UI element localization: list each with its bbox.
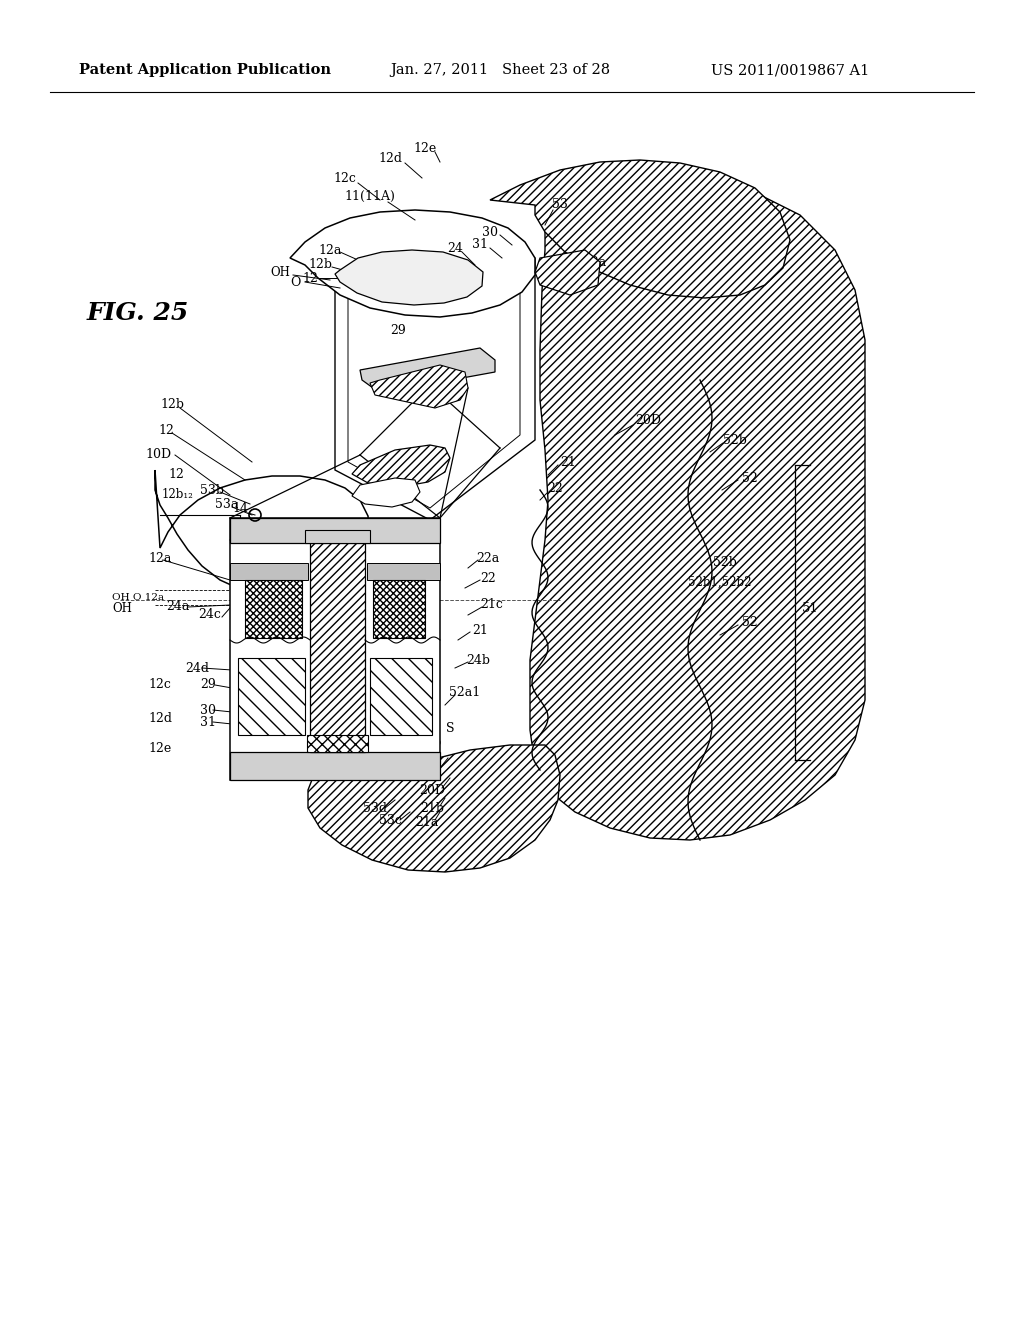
Text: 53: 53 <box>552 198 568 211</box>
Text: Patent Application Publication: Patent Application Publication <box>79 63 331 77</box>
Text: 23: 23 <box>422 363 438 376</box>
Text: 12c: 12c <box>148 678 171 692</box>
Text: 24c: 24c <box>199 609 221 622</box>
Polygon shape <box>360 348 495 393</box>
Text: 25a: 25a <box>356 521 380 535</box>
Polygon shape <box>155 470 370 595</box>
Text: 5: 5 <box>434 735 441 748</box>
Polygon shape <box>290 210 535 317</box>
Text: 12: 12 <box>168 469 184 482</box>
Text: 52b: 52b <box>723 433 746 446</box>
Text: 24a: 24a <box>166 601 189 614</box>
Text: 12b: 12b <box>160 399 184 412</box>
Text: OH O 12a: OH O 12a <box>112 594 164 602</box>
Text: 12b: 12b <box>308 259 332 272</box>
Polygon shape <box>352 478 420 507</box>
Polygon shape <box>535 249 600 294</box>
Text: 31: 31 <box>200 715 216 729</box>
Text: 52: 52 <box>742 615 758 628</box>
Text: 21c: 21c <box>480 598 504 611</box>
Text: 22: 22 <box>547 482 563 495</box>
Polygon shape <box>230 752 440 780</box>
Text: 11(11A): 11(11A) <box>344 190 395 202</box>
Text: 14: 14 <box>232 502 248 515</box>
Polygon shape <box>238 657 305 735</box>
Polygon shape <box>305 531 370 543</box>
Polygon shape <box>490 160 790 298</box>
Polygon shape <box>310 543 365 752</box>
Text: OH: OH <box>112 602 132 615</box>
Polygon shape <box>335 249 483 305</box>
Polygon shape <box>230 564 308 579</box>
Text: 24b: 24b <box>466 653 490 667</box>
Text: S: S <box>445 722 455 734</box>
Text: 12a: 12a <box>318 243 342 256</box>
Text: 22: 22 <box>480 572 496 585</box>
Text: Jan. 27, 2011   Sheet 23 of 28: Jan. 27, 2011 Sheet 23 of 28 <box>390 63 610 77</box>
Text: FIG. 25: FIG. 25 <box>87 301 189 325</box>
Text: 12: 12 <box>302 272 317 285</box>
Text: 53b: 53b <box>200 483 224 496</box>
Text: US 2011/0019867 A1: US 2011/0019867 A1 <box>711 63 869 77</box>
Text: 22a: 22a <box>476 552 500 565</box>
Text: 12d: 12d <box>148 711 172 725</box>
Text: 10D: 10D <box>145 449 171 462</box>
Text: OH: OH <box>270 265 290 279</box>
Text: 21a: 21a <box>416 816 438 829</box>
Text: 20D: 20D <box>419 784 445 796</box>
Text: 12: 12 <box>158 424 174 437</box>
Text: 53d: 53d <box>362 801 387 814</box>
Polygon shape <box>373 579 425 638</box>
Text: 12b₁₂: 12b₁₂ <box>162 488 194 502</box>
Text: 24: 24 <box>447 242 463 255</box>
Text: 52b: 52b <box>713 556 737 569</box>
Text: 12d: 12d <box>378 152 402 165</box>
Polygon shape <box>307 735 368 752</box>
Text: 21: 21 <box>560 455 575 469</box>
Polygon shape <box>370 366 468 408</box>
Polygon shape <box>352 445 450 487</box>
Polygon shape <box>530 182 865 840</box>
Polygon shape <box>335 257 535 520</box>
Text: 29: 29 <box>200 678 216 692</box>
Polygon shape <box>348 275 520 508</box>
Text: 24d: 24d <box>185 661 209 675</box>
Polygon shape <box>245 579 302 638</box>
Text: 52a: 52a <box>584 256 606 268</box>
Text: 53e: 53e <box>237 742 260 755</box>
Text: 52b1,52b2: 52b1,52b2 <box>688 576 752 589</box>
Polygon shape <box>367 564 440 579</box>
Text: 52a1: 52a1 <box>450 685 480 698</box>
Text: 12e: 12e <box>414 141 436 154</box>
Polygon shape <box>230 517 440 543</box>
Text: 23: 23 <box>266 564 284 577</box>
Text: 25: 25 <box>395 532 411 544</box>
Polygon shape <box>308 744 560 873</box>
Text: 53a: 53a <box>215 499 239 511</box>
Text: 51: 51 <box>802 602 818 615</box>
Text: 30: 30 <box>482 226 498 239</box>
Text: 23a: 23a <box>317 634 342 647</box>
Text: 52a: 52a <box>419 762 441 775</box>
Text: 53: 53 <box>280 762 296 775</box>
Text: 29: 29 <box>390 323 406 337</box>
Text: 12c: 12c <box>334 172 356 185</box>
Text: 21: 21 <box>472 623 488 636</box>
Text: O: O <box>290 276 300 289</box>
Text: 24: 24 <box>239 519 255 532</box>
Text: 20D: 20D <box>635 413 662 426</box>
Polygon shape <box>370 657 432 735</box>
Text: 53c: 53c <box>379 813 401 826</box>
Text: 52: 52 <box>742 471 758 484</box>
Text: 30: 30 <box>200 704 216 717</box>
Text: 25: 25 <box>384 521 400 535</box>
Text: 12a: 12a <box>148 552 171 565</box>
Text: 31: 31 <box>472 239 488 252</box>
Text: 12e: 12e <box>148 742 171 755</box>
Text: 21b: 21b <box>420 801 444 814</box>
Polygon shape <box>230 517 440 780</box>
